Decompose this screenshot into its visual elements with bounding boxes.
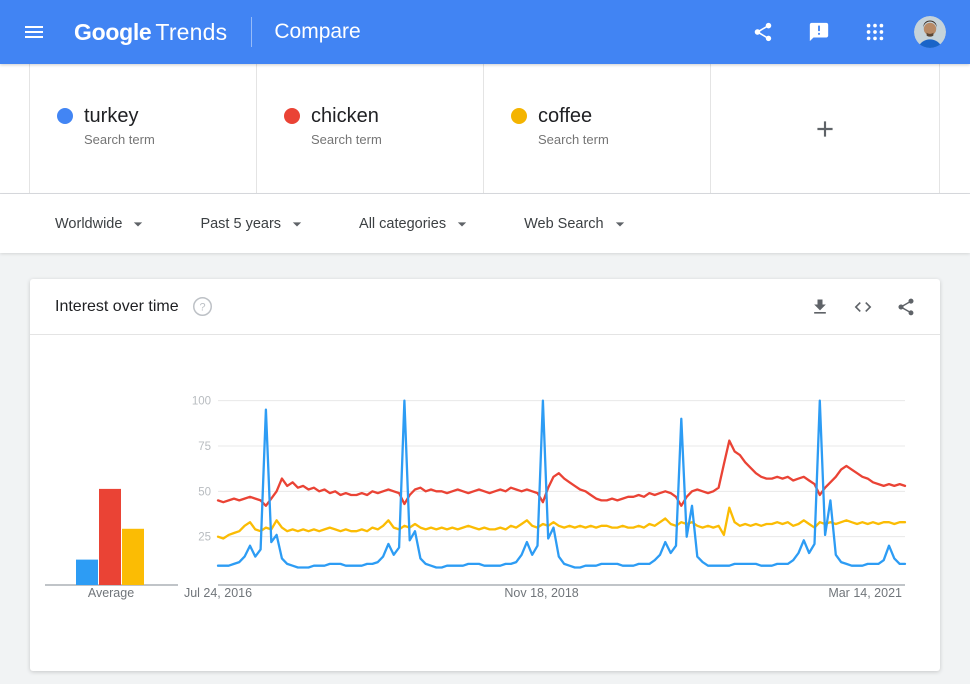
chevron-down-icon <box>134 221 143 226</box>
term-sublabel: Search term <box>538 132 609 147</box>
cards-left-gutter <box>0 64 30 193</box>
chevron-down-icon <box>292 221 302 226</box>
term-label: chicken <box>311 105 379 127</box>
series-dot-coffee <box>511 108 527 124</box>
svg-text:?: ? <box>199 301 205 313</box>
term-sublabel: Search term <box>84 132 155 147</box>
series-dot-turkey <box>57 108 73 124</box>
svg-text:100: 100 <box>192 396 211 408</box>
share-icon[interactable] <box>896 297 916 317</box>
term-label: turkey <box>84 105 139 127</box>
filter-search-type-label: Web Search <box>524 215 604 232</box>
term-card-chicken[interactable]: chicken Search term <box>257 64 484 193</box>
svg-text:75: 75 <box>198 441 211 453</box>
term-label: coffee <box>538 105 593 127</box>
header-divider <box>251 17 253 47</box>
share-icon[interactable] <box>752 21 774 43</box>
filter-time-label: Past 5 years <box>200 215 282 232</box>
plus-icon <box>817 120 833 137</box>
avatar[interactable] <box>914 16 946 48</box>
filter-category[interactable]: All categories <box>359 214 472 234</box>
help-icon[interactable]: ? <box>192 296 213 317</box>
interest-over-time-panel: Interest over time ? 25 50 75 100 Jul 24, 20… <box>30 279 940 671</box>
add-comparison-card[interactable] <box>711 64 939 193</box>
feedback-icon[interactable] <box>808 21 830 43</box>
svg-text:Mar 14, 2021: Mar 14, 2021 <box>828 586 902 600</box>
panel-header: Interest over time ? <box>30 279 940 335</box>
hamburger-icon[interactable] <box>22 20 46 44</box>
panel-title: Interest over time <box>55 297 179 315</box>
svg-text:50: 50 <box>198 486 211 498</box>
filter-category-label: All categories <box>359 215 447 232</box>
logo-trends-text: Trends <box>155 18 228 45</box>
top-app-bar: Google Trends Compare <box>0 0 970 64</box>
chevron-down-icon <box>457 221 467 226</box>
svg-text:Average: Average <box>88 586 134 600</box>
svg-text:Nov 18, 2018: Nov 18, 2018 <box>504 586 578 600</box>
term-card-coffee[interactable]: coffee Search term <box>484 64 711 193</box>
download-icon[interactable] <box>810 297 830 317</box>
panel-body: 25 50 75 100 Jul 24, 2016 Nov 18, 2018 Mar 14,… <box>30 335 940 670</box>
google-trends-logo[interactable]: Google Trends <box>74 19 227 46</box>
filter-geo[interactable]: Worldwide <box>55 214 148 234</box>
embed-icon[interactable] <box>853 297 873 317</box>
interest-over-time-chart[interactable]: 25 50 75 100 Jul 24, 2016 Nov 18, 2018 Mar 14,… <box>30 335 940 670</box>
cards-right-gutter <box>939 64 968 193</box>
compare-cards-row: turkey Search term chicken Search term c… <box>0 64 970 194</box>
series-dot-chicken <box>284 108 300 124</box>
chevron-down-icon <box>615 221 624 226</box>
svg-text:Jul 24, 2016: Jul 24, 2016 <box>184 586 252 600</box>
term-sublabel: Search term <box>311 132 382 147</box>
filter-search-type[interactable]: Web Search <box>524 214 630 234</box>
filter-time-range[interactable]: Past 5 years <box>200 214 307 234</box>
filter-geo-label: Worldwide <box>55 215 123 232</box>
logo-google-text: Google <box>74 18 152 45</box>
term-card-turkey[interactable]: turkey Search term <box>30 64 257 193</box>
page-title: Compare <box>274 20 361 43</box>
apps-grid-icon[interactable] <box>864 21 886 43</box>
filter-bar: Worldwide Past 5 years All categories We… <box>0 194 970 253</box>
svg-text:25: 25 <box>198 532 211 544</box>
